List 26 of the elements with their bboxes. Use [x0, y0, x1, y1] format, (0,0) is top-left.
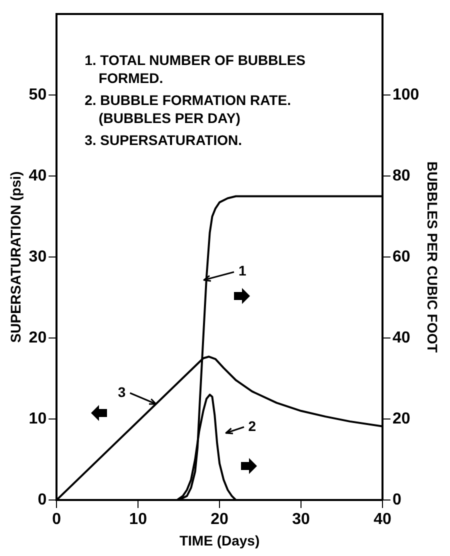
y-tick-label: 40: [28, 167, 47, 184]
x-tick-label: 10: [129, 511, 148, 528]
y2-tick-label: 0: [392, 491, 402, 508]
annotation: 2. BUBBLE FORMATION RATE. (BUBBLES PER DAY): [84, 92, 291, 126]
annotation: 1: [238, 262, 246, 278]
annotation: 3. SUPERSATURATION.: [84, 132, 242, 148]
y2-tick-label: 80: [392, 167, 410, 184]
y2-axis-title: BUBBLES PER CUBIC FOOT: [424, 161, 441, 354]
annotation: 2: [248, 418, 256, 434]
x-tick-label: 0: [52, 511, 62, 528]
y-tick-label: 0: [38, 491, 47, 508]
y2-tick-label: 20: [392, 410, 410, 428]
annotation: 1. TOTAL NUMBER OF BUBBLES FORMED.: [84, 52, 306, 86]
y-tick-label: 10: [28, 410, 47, 428]
y2-tick-label: 60: [392, 248, 410, 266]
y-tick-label: 50: [28, 86, 47, 104]
y2-tick-label: 40: [392, 329, 410, 346]
x-tick-label: 40: [374, 511, 392, 528]
x-tick-label: 20: [210, 511, 229, 528]
y-tick-label: 20: [28, 329, 47, 346]
x-axis-title: TIME (Days): [179, 532, 260, 548]
y-axis-title: SUPERSATURATION (psi): [7, 171, 24, 343]
x-tick-label: 30: [292, 511, 310, 528]
y2-tick-label: 100: [392, 86, 420, 104]
annotation: 3: [118, 384, 126, 400]
y-tick-label: 30: [28, 248, 47, 266]
